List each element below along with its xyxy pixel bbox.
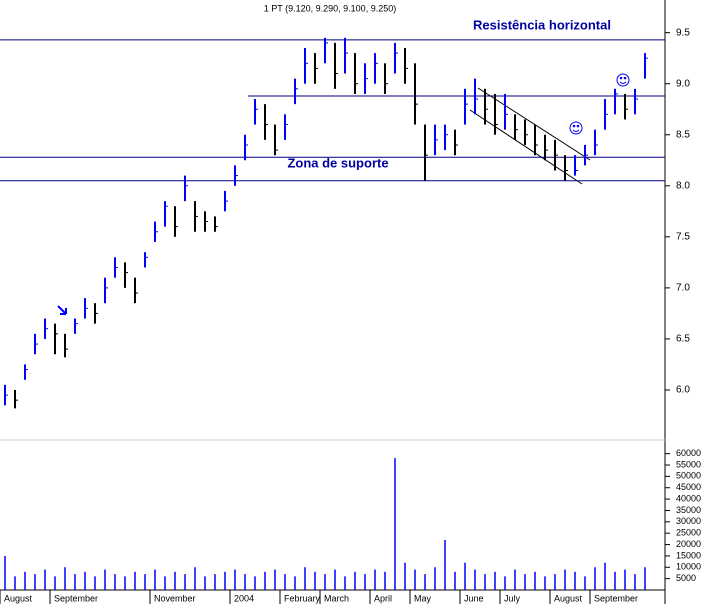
y-tick-label: 20000 bbox=[676, 539, 701, 549]
y-tick-label: 9.0 bbox=[676, 78, 690, 89]
x-tick-label: May bbox=[414, 593, 432, 603]
x-tick-label: 2004 bbox=[234, 593, 254, 603]
channel-line bbox=[477, 87, 591, 161]
y-tick-label: 30000 bbox=[676, 516, 701, 526]
annotation: Zona de suporte bbox=[287, 155, 388, 170]
x-tick-label: August bbox=[554, 593, 583, 603]
y-tick-label: 7.0 bbox=[676, 283, 690, 294]
y-tick-label: 40000 bbox=[676, 493, 701, 503]
channel-line bbox=[469, 109, 583, 185]
x-tick-label: September bbox=[54, 593, 98, 603]
y-tick-label: 10000 bbox=[676, 562, 701, 572]
y-tick-label: 9.5 bbox=[676, 27, 690, 38]
x-tick-label: March bbox=[324, 593, 349, 603]
x-tick-label: August bbox=[4, 593, 33, 603]
smiley bbox=[569, 121, 583, 135]
y-tick-label: 25000 bbox=[676, 528, 701, 538]
chart-title: 1 PT (9.120, 9.290, 9.100, 9.250) bbox=[264, 3, 396, 13]
y-tick-label: 8.0 bbox=[676, 180, 690, 191]
smiley bbox=[616, 73, 630, 87]
y-tick-label: 7.5 bbox=[676, 231, 690, 242]
arrow bbox=[57, 305, 67, 315]
x-tick-label: June bbox=[464, 593, 484, 603]
y-tick-label: 6.5 bbox=[676, 334, 690, 345]
x-tick-label: April bbox=[374, 593, 392, 603]
y-tick-label: 55000 bbox=[676, 459, 701, 469]
x-tick-label: September bbox=[594, 593, 638, 603]
plot: 6.06.57.07.58.08.59.09.55000100001500020… bbox=[0, 27, 701, 604]
y-tick-label: 6.0 bbox=[676, 385, 690, 396]
y-tick-label: 35000 bbox=[676, 505, 701, 515]
channel bbox=[469, 87, 591, 185]
x-tick-label: November bbox=[154, 593, 196, 603]
x-tick-label: July bbox=[504, 593, 521, 603]
y-tick-label: 60000 bbox=[676, 448, 701, 458]
x-tick-label: February bbox=[284, 593, 321, 603]
annotation: Resistência horizontal bbox=[473, 17, 611, 32]
y-tick-label: 5000 bbox=[676, 573, 696, 583]
y-tick-label: 15000 bbox=[676, 550, 701, 560]
y-tick-label: 8.5 bbox=[676, 129, 690, 140]
y-tick-label: 45000 bbox=[676, 482, 701, 492]
y-tick-label: 50000 bbox=[676, 471, 701, 481]
